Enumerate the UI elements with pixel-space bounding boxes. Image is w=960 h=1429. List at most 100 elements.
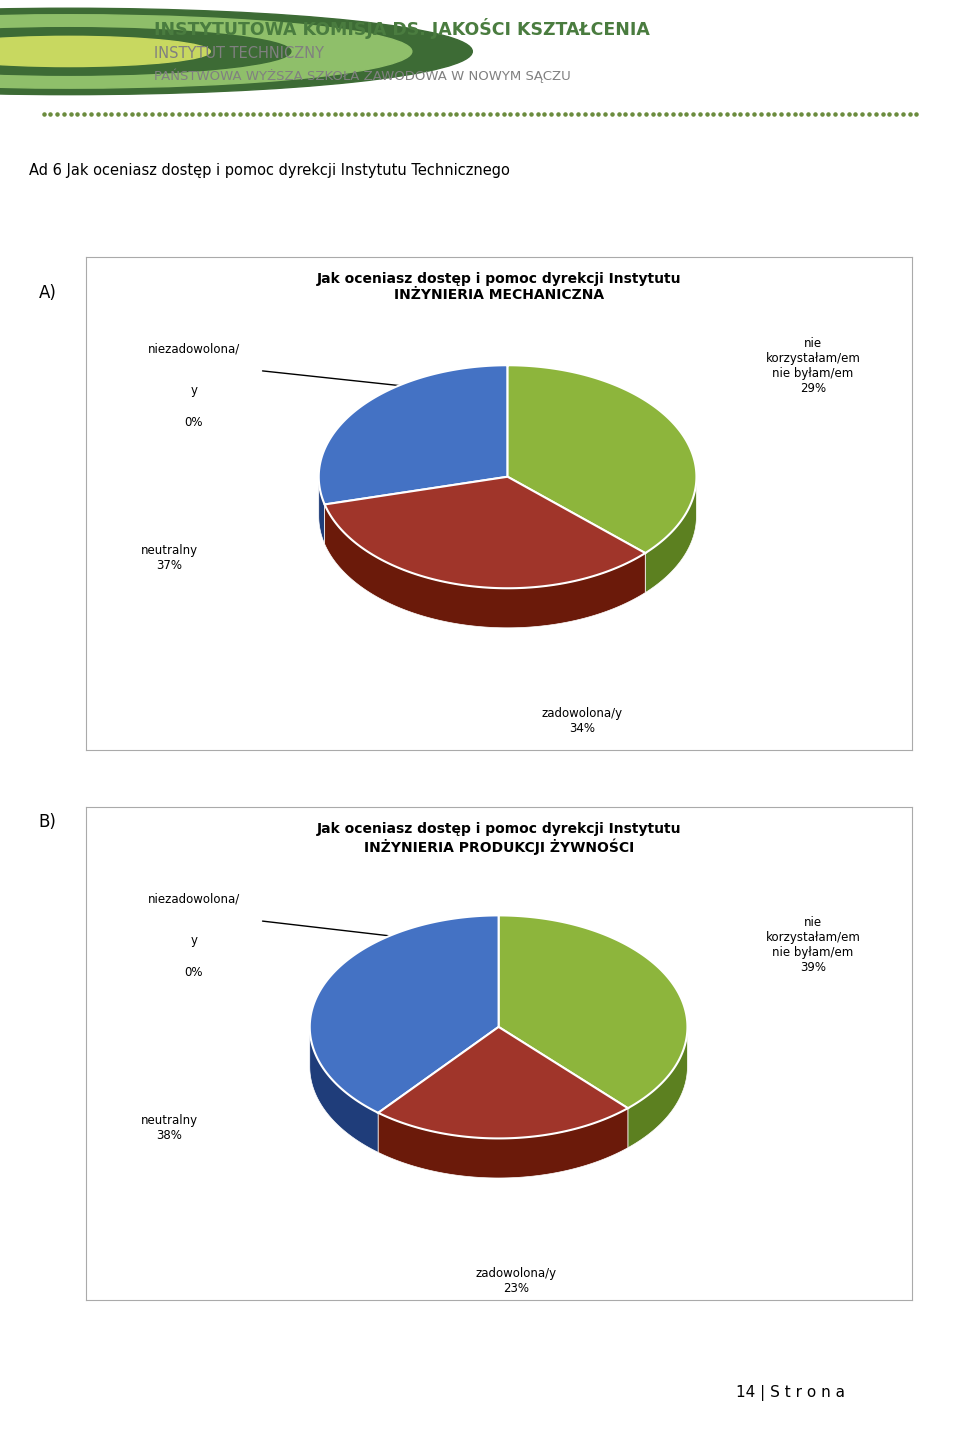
Point xyxy=(848,103,863,126)
Circle shape xyxy=(0,14,412,89)
Point xyxy=(807,103,823,126)
Point xyxy=(192,103,207,126)
Circle shape xyxy=(0,9,472,94)
Polygon shape xyxy=(324,477,645,589)
Text: nie
korzystałam/em
nie byłam/em
39%: nie korzystałam/em nie byłam/em 39% xyxy=(765,916,860,975)
Text: zadowolona/y
23%: zadowolona/y 23% xyxy=(475,1266,556,1295)
Point xyxy=(144,103,159,126)
Point xyxy=(252,103,268,126)
Text: nie
korzystałam/em
nie byłam/em
29%: nie korzystałam/em nie byłam/em 29% xyxy=(765,337,860,394)
Point xyxy=(901,103,917,126)
Point xyxy=(564,103,579,126)
Point xyxy=(77,103,92,126)
Point xyxy=(232,103,248,126)
Point xyxy=(861,103,876,126)
Point xyxy=(577,103,592,126)
Point xyxy=(543,103,559,126)
Point xyxy=(753,103,768,126)
Point xyxy=(834,103,850,126)
Point xyxy=(348,103,363,126)
Point xyxy=(124,103,139,126)
Point xyxy=(483,103,498,126)
Point xyxy=(239,103,254,126)
Point xyxy=(326,103,342,126)
Point xyxy=(279,103,295,126)
Point xyxy=(550,103,565,126)
Text: Ad 6 Jak oceniasz dostęp i pomoc dyrekcji Instytutu Technicznego: Ad 6 Jak oceniasz dostęp i pomoc dyrekcj… xyxy=(29,163,510,177)
Point xyxy=(537,103,552,126)
Polygon shape xyxy=(324,504,645,627)
Point xyxy=(455,103,470,126)
Point xyxy=(259,103,275,126)
Point xyxy=(875,103,890,126)
Point xyxy=(43,103,59,126)
Point xyxy=(597,103,612,126)
Point xyxy=(110,103,126,126)
Point xyxy=(530,103,545,126)
Point xyxy=(611,103,626,126)
Point xyxy=(652,103,667,126)
Point xyxy=(90,103,106,126)
Point xyxy=(354,103,370,126)
Point xyxy=(503,103,518,126)
Point xyxy=(320,103,335,126)
Point xyxy=(199,103,214,126)
Text: neutralny
37%: neutralny 37% xyxy=(140,544,198,572)
Circle shape xyxy=(0,36,210,67)
Point xyxy=(468,103,484,126)
Point xyxy=(625,103,640,126)
Point xyxy=(435,103,450,126)
Point xyxy=(266,103,281,126)
Text: INSTYTUT TECHNICZNY: INSTYTUT TECHNICZNY xyxy=(154,46,324,61)
Text: 0%: 0% xyxy=(184,416,203,429)
Point xyxy=(618,103,634,126)
Polygon shape xyxy=(645,477,696,593)
Point xyxy=(828,103,843,126)
Text: B): B) xyxy=(38,813,57,830)
Polygon shape xyxy=(378,1109,628,1177)
Point xyxy=(523,103,539,126)
Point xyxy=(557,103,572,126)
Point xyxy=(205,103,221,126)
Text: niezadowolona/: niezadowolona/ xyxy=(148,343,240,356)
Point xyxy=(151,103,166,126)
Text: Jak oceniasz dostęp i pomoc dyrekcji Instytutu
INŻYNIERIA MECHANICZNA: Jak oceniasz dostęp i pomoc dyrekcji Ins… xyxy=(317,272,682,302)
Point xyxy=(645,103,660,126)
Text: y: y xyxy=(190,384,197,397)
Point xyxy=(726,103,741,126)
Point xyxy=(841,103,856,126)
Point xyxy=(171,103,186,126)
Point xyxy=(313,103,328,126)
Point xyxy=(685,103,701,126)
Text: INSTYTUTOWA KOMISJA DS. JAKOŚCI KSZTAŁCENIA: INSTYTUTOWA KOMISJA DS. JAKOŚCI KSZTAŁCE… xyxy=(154,19,650,40)
Point xyxy=(774,103,789,126)
Point xyxy=(801,103,816,126)
Point xyxy=(117,103,132,126)
Text: y: y xyxy=(190,935,197,947)
Point xyxy=(442,103,457,126)
Point xyxy=(219,103,234,126)
Point xyxy=(97,103,112,126)
Point xyxy=(157,103,173,126)
Text: 14 | S t r o n a: 14 | S t r o n a xyxy=(735,1385,845,1402)
Point xyxy=(70,103,85,126)
Point xyxy=(334,103,349,126)
Point xyxy=(760,103,776,126)
Point xyxy=(415,103,430,126)
Point xyxy=(679,103,694,126)
Point xyxy=(638,103,654,126)
Point xyxy=(794,103,809,126)
Point xyxy=(401,103,417,126)
Point xyxy=(408,103,423,126)
Point xyxy=(570,103,586,126)
Point xyxy=(672,103,687,126)
Text: zadowolona/y
34%: zadowolona/y 34% xyxy=(541,707,622,735)
Point xyxy=(584,103,599,126)
Polygon shape xyxy=(319,477,324,544)
Point xyxy=(888,103,903,126)
Point xyxy=(341,103,356,126)
Point xyxy=(421,103,437,126)
Point xyxy=(895,103,910,126)
Text: Jak oceniasz dostęp i pomoc dyrekcji Instytutu
INŻYNIERIA PRODUKCJI ŻYWNOŚCI: Jak oceniasz dostęp i pomoc dyrekcji Ins… xyxy=(317,822,682,856)
Point xyxy=(665,103,681,126)
